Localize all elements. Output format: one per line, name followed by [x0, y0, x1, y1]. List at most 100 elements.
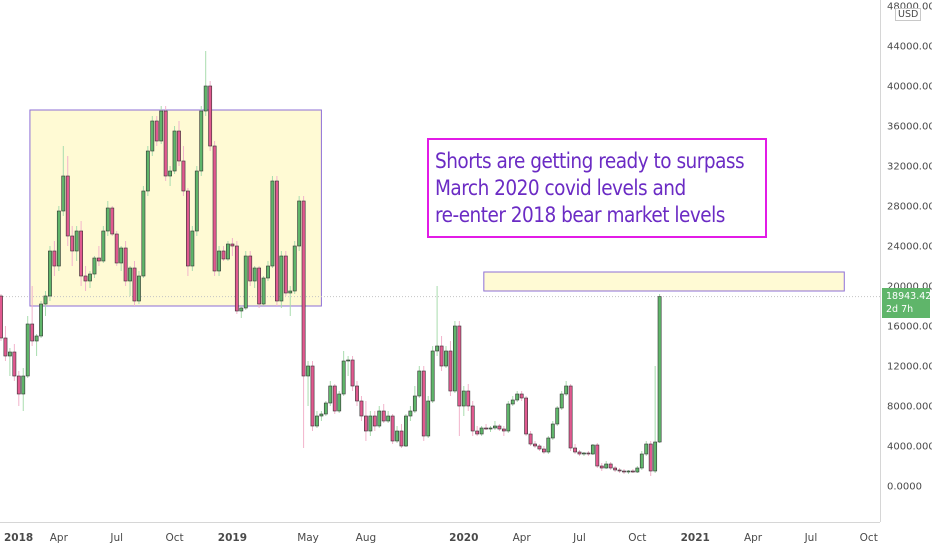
candle-body: [408, 410, 413, 417]
candle-body: [25, 323, 30, 377]
candle-body: [399, 430, 404, 447]
candle-body: [105, 207, 110, 232]
candle-body: [533, 443, 537, 447]
candle-body: [430, 350, 435, 402]
candle-body: [573, 447, 577, 453]
x-tick-label: Jul: [572, 532, 586, 544]
candle-body: [123, 247, 128, 282]
candle-body: [52, 250, 57, 267]
candle-body: [110, 207, 115, 235]
annotation-line: March 2020 covid levels and: [435, 176, 686, 201]
candle-body: [319, 413, 324, 417]
candle-body: [279, 255, 284, 302]
candle-body: [630, 470, 635, 473]
candle-body: [39, 303, 43, 337]
target-zone-box[interactable]: [483, 271, 845, 292]
candle-body: [199, 110, 204, 172]
candle-body: [461, 390, 466, 407]
y-tick-label: 8000.0000: [887, 402, 932, 413]
candle-body: [248, 255, 253, 282]
candle-body: [475, 430, 480, 435]
candle-body: [230, 243, 235, 247]
y-tick-label: 32000.0000: [887, 162, 932, 173]
candle-body: [163, 110, 168, 177]
candle-body: [0, 295, 3, 339]
candle-body: [412, 395, 417, 412]
candle-body: [550, 423, 555, 439]
candle-body: [194, 170, 199, 232]
candle-body: [381, 410, 386, 422]
candle-body: [270, 180, 275, 267]
candle-body: [586, 452, 591, 455]
candle-body: [377, 410, 382, 427]
candle-body: [421, 370, 426, 437]
candle-body: [337, 393, 342, 412]
candle-body: [617, 469, 622, 472]
candle-body: [150, 120, 155, 152]
candle-body: [613, 467, 618, 471]
x-tick-label: 2021: [681, 532, 710, 544]
candle-body: [470, 405, 475, 432]
candle-body: [568, 385, 573, 449]
x-axis-ticks: 2018 Apr Jul Oct 2019 May Aug 2020 Apr Jul Oct 2021…: [4, 532, 878, 544]
candle-body: [524, 397, 529, 435]
candle-body: [301, 200, 306, 377]
annotation-text: Shorts are getting ready to surpass Marc…: [435, 148, 745, 229]
candle-body: [448, 350, 453, 392]
candle-body: [510, 399, 515, 405]
candle-body: [546, 437, 551, 453]
candle-body: [16, 375, 21, 395]
candle-body: [8, 351, 12, 357]
candle-body: [528, 433, 533, 445]
candle-body: [493, 425, 497, 429]
candle-body: [48, 250, 52, 297]
candle-body: [390, 415, 395, 442]
candle-body: [644, 443, 649, 455]
candle-body: [172, 130, 177, 172]
candle-body: [622, 470, 626, 473]
candle-body: [439, 345, 444, 367]
candle-body: [181, 160, 186, 192]
candle-body: [128, 267, 132, 282]
candle-body: [590, 444, 595, 455]
candle-body: [203, 85, 208, 112]
y-tick-label: 12000.0000: [887, 362, 932, 373]
candle-body: [61, 175, 66, 212]
annotation-callout[interactable]: Shorts are getting ready to surpass Marc…: [427, 138, 767, 238]
candle-body: [65, 175, 70, 237]
candle-body: [137, 275, 141, 302]
candle-body: [608, 463, 613, 469]
x-tick-label: 2018: [4, 532, 33, 544]
currency-label[interactable]: USD: [895, 8, 922, 21]
candle-body: [88, 273, 92, 282]
candle-body: [283, 255, 288, 294]
candle-body: [599, 465, 604, 469]
y-tick-label: 24000.0000: [887, 242, 932, 253]
candle-body: [626, 470, 631, 473]
candle-body: [101, 230, 106, 262]
candle-body: [404, 415, 408, 447]
candle-body: [457, 325, 462, 407]
candle-body: [466, 390, 471, 407]
candle-body: [141, 190, 146, 277]
candle-body: [341, 360, 346, 395]
candle-body: [234, 245, 239, 312]
candle-body: [515, 393, 520, 401]
candle-body: [154, 120, 159, 142]
candle-body: [252, 267, 257, 282]
candle-body: [444, 350, 448, 367]
candle-body: [159, 110, 164, 142]
candle-body: [243, 255, 248, 309]
x-tick-label: Aug: [356, 532, 377, 544]
candle-body: [346, 359, 351, 362]
y-tick-label: 48000.0000: [887, 2, 932, 13]
candle-body: [363, 415, 368, 432]
x-tick-label: 2020: [449, 532, 478, 544]
candle-body: [479, 427, 484, 435]
candle-body: [292, 245, 297, 292]
candle-body: [355, 385, 359, 402]
candle-body: [92, 257, 97, 275]
candle-body: [315, 415, 319, 427]
candle-body: [564, 385, 569, 395]
